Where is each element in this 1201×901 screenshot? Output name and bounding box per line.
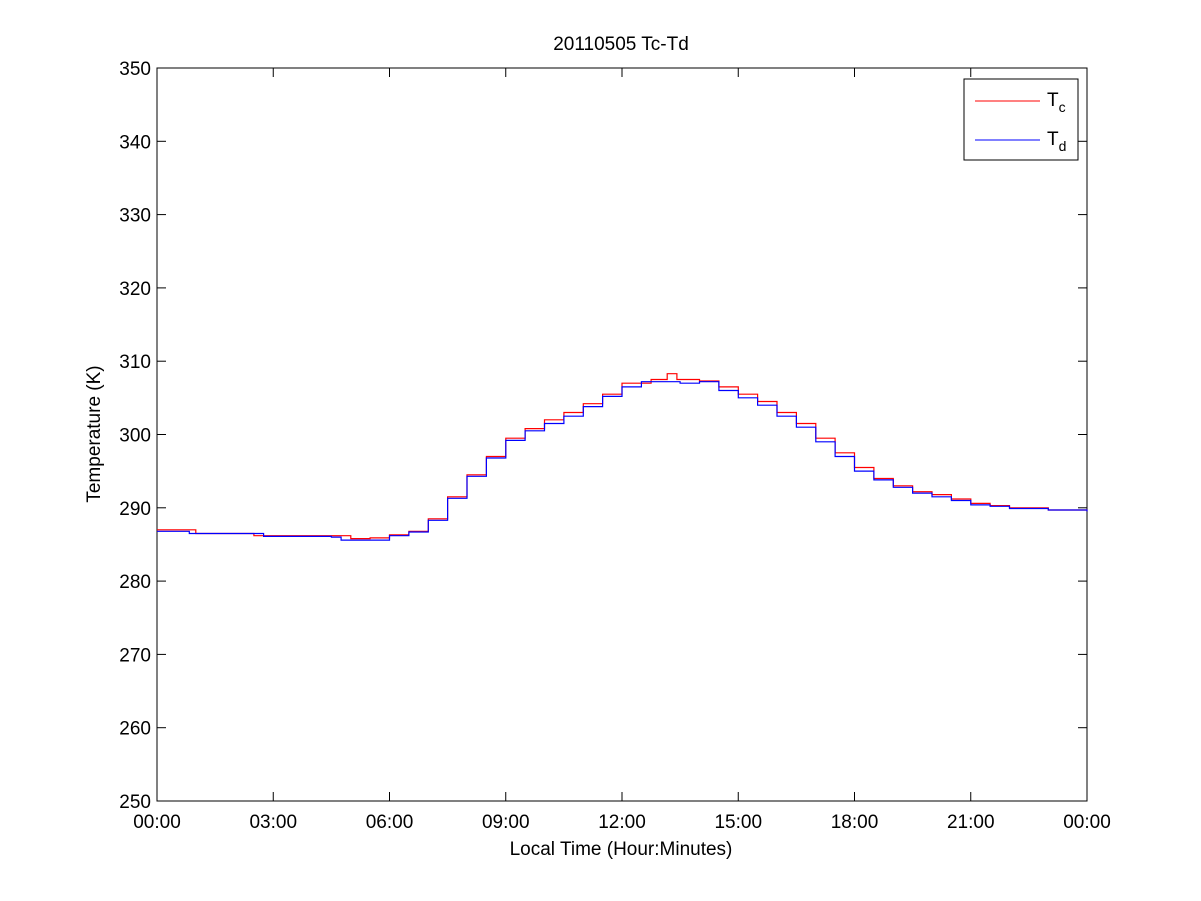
series-layer <box>157 373 1088 541</box>
x-axis-label: Local Time (Hour:Minutes) <box>510 839 733 860</box>
y-tick-label: 250 <box>119 792 151 813</box>
y-tick-label: 290 <box>119 499 151 520</box>
x-tick-label: 06:00 <box>366 812 414 833</box>
y-tick-label: 300 <box>119 426 151 447</box>
axis-ticks: 00:00 03:00 06:00 09:00 12:00 15:00 18:00 21:00… <box>119 59 1110 833</box>
x-tick-label: 15:00 <box>714 812 762 833</box>
x-tick-label: 12:00 <box>598 812 646 833</box>
x-tick-label: 09:00 <box>482 812 530 833</box>
series-line-td <box>157 381 1088 541</box>
chart-title: 20110505 Tc-Td <box>553 34 689 55</box>
x-tick-label: 03:00 <box>249 812 297 833</box>
y-tick-label: 310 <box>119 352 151 373</box>
legend-label-td: Td <box>1047 129 1066 154</box>
x-tick-label: 21:00 <box>947 812 995 833</box>
y-axis-label: Temperature (K) <box>84 365 105 502</box>
y-tick-label: 280 <box>119 572 151 593</box>
x-tick-label: 18:00 <box>831 812 879 833</box>
x-tick-label: 00:00 <box>1063 812 1111 833</box>
y-tick-label: 330 <box>119 206 151 227</box>
legend-box <box>963 78 1079 161</box>
legend-label-tc: Tc <box>1047 90 1066 115</box>
y-tick-label: 320 <box>119 279 151 300</box>
y-tick-label: 270 <box>119 645 151 666</box>
y-tick-label: 350 <box>119 59 151 80</box>
plot-area: 00:00 03:00 06:00 09:00 12:00 15:00 18:00 21:00… <box>119 59 1110 833</box>
y-tick-label: 260 <box>119 719 151 740</box>
y-tick-label: 340 <box>119 132 151 153</box>
x-tick-label: 00:00 <box>133 812 181 833</box>
legend: Tc Td <box>963 78 1079 161</box>
